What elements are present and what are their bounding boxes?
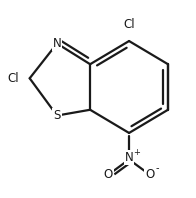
Text: Cl: Cl xyxy=(7,72,19,85)
Text: O: O xyxy=(104,168,113,181)
Text: +: + xyxy=(133,148,140,156)
Text: Cl: Cl xyxy=(123,18,135,31)
Text: N: N xyxy=(125,151,133,164)
Text: S: S xyxy=(53,109,61,122)
Text: O: O xyxy=(145,168,154,181)
Text: -: - xyxy=(155,164,159,174)
Text: N: N xyxy=(53,37,61,50)
